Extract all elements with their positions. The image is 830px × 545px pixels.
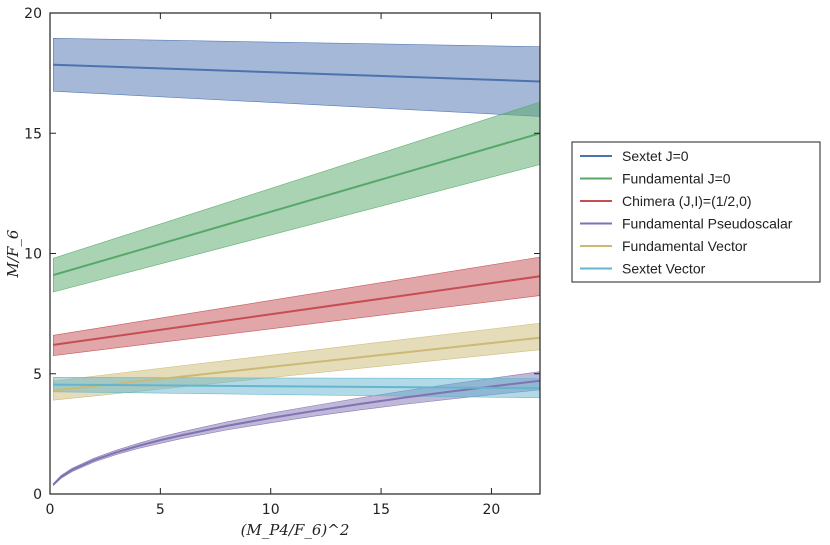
y-tick-label-5: 5 [33, 367, 42, 383]
confidence-bands [53, 37, 541, 487]
y-tick-label-20: 20 [24, 6, 42, 22]
line-fundamental-vector [53, 336, 541, 392]
y-tick-label-10: 10 [24, 247, 42, 263]
legend: Sextet J=0 Fundamental J=0 Chimera (J,I)=(… [571, 141, 821, 283]
band-fundamental-j-0 [53, 101, 541, 293]
x-tick-label-5: 5 [156, 502, 165, 518]
legend-label-sextet-j-0: Sextet J=0 [622, 148, 689, 164]
legend-label-sextet-vector: Sextet Vector [622, 261, 706, 277]
band-sextet-j-0 [53, 37, 541, 117]
y-axis-label: M/F_6 [4, 229, 22, 278]
legend-label-fundamental-vector: Fundamental Vector [622, 238, 748, 254]
x-tick-label-15: 15 [372, 502, 390, 518]
line-sextet-vector [53, 383, 541, 390]
x-tick-label-20: 20 [483, 502, 501, 518]
legend-box [571, 141, 821, 283]
x-tick-label-0: 0 [46, 502, 55, 518]
line-fundamental-pseudoscalar [52, 379, 541, 486]
x-tick-label-10: 10 [262, 502, 280, 518]
line-fundamental-j-0 [53, 132, 541, 277]
legend-label-chimera-j-i-1-2-0: Chimera (J,I)=(1/2,0) [622, 193, 752, 209]
x-axis-label: (M_P4/F_6)^2 [241, 521, 350, 539]
legend-label-fundamental-pseudoscalar: Fundamental Pseudoscalar [622, 216, 793, 232]
line-chimera-j-i-1-2-0 [53, 275, 541, 346]
axis-ticks: 0 5 10 15 20 0 5 10 15 20 [24, 6, 540, 518]
y-tick-label-15: 15 [24, 126, 42, 142]
y-tick-label-0: 0 [33, 487, 42, 503]
legend-label-fundamental-j-0: Fundamental J=0 [622, 171, 731, 187]
line-sextet-j-0 [53, 63, 541, 83]
series-lines [52, 63, 541, 486]
